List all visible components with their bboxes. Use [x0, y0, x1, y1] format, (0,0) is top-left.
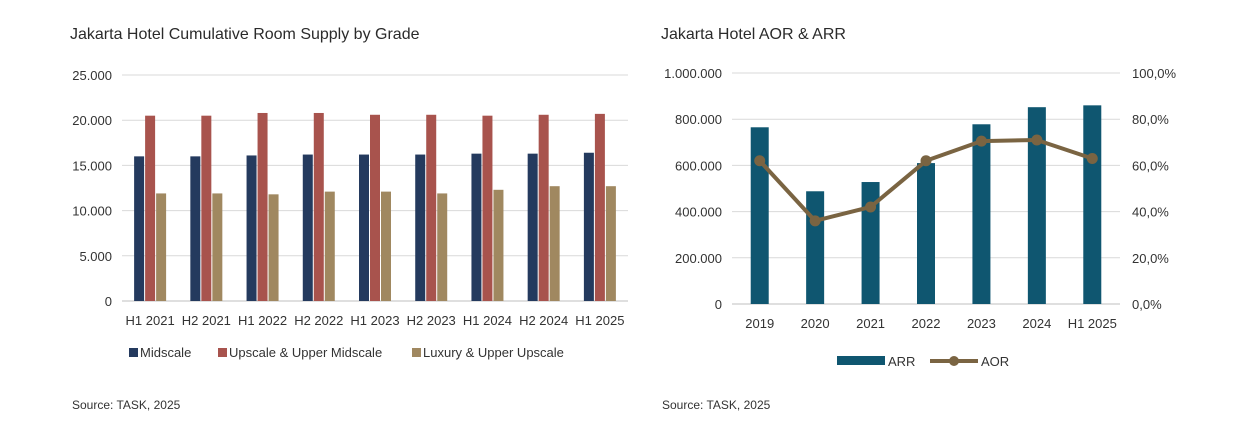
y-tick-label: 25.000	[72, 68, 112, 83]
y2-tick-label: 100,0%	[1132, 66, 1177, 81]
bar-upscale-upper-midscale	[145, 115, 156, 302]
legend-label: ARR	[888, 354, 915, 369]
y-tick-label: 400.000	[675, 205, 722, 220]
y-tick-label: 800.000	[675, 112, 722, 127]
aor-arr-chart-svg: 0 200.000 400.000 600.000 800.000 1.000.000 0,…	[664, 66, 1177, 369]
bar-upscale-upper-midscale	[313, 112, 324, 301]
y2-tick-label: 60,0%	[1132, 158, 1169, 173]
bar-luxury-upper-upscale	[268, 194, 279, 301]
y2-tick-label: 40,0%	[1132, 205, 1169, 220]
bar-upscale-upper-midscale	[257, 112, 268, 301]
legend-swatch-arr	[837, 356, 885, 365]
bar-upscale-upper-midscale	[594, 113, 605, 301]
x-tick-label: H1 2023	[350, 313, 399, 328]
bar-luxury-upper-upscale	[549, 186, 560, 301]
y2-tick-label: 20,0%	[1132, 251, 1169, 266]
bar-luxury-upper-upscale	[324, 191, 335, 301]
bar-luxury-upper-upscale	[493, 189, 504, 301]
y-tick-label: 10.000	[72, 204, 112, 219]
y-tick-label: 5.000	[79, 249, 112, 264]
point-aor	[865, 201, 877, 213]
bar-arr	[750, 127, 769, 304]
x-tick-label: H1 2022	[238, 313, 287, 328]
bar-upscale-upper-midscale	[370, 114, 380, 301]
bar-arr	[1083, 105, 1102, 304]
point-aor	[1031, 134, 1043, 146]
x-tick-label: H1 2025	[575, 313, 624, 328]
supply-chart-title: Jakarta Hotel Cumulative Room Supply by …	[70, 26, 420, 43]
x-tick-label: 2024	[1022, 316, 1051, 331]
bar-arr	[917, 163, 935, 304]
aor-arr-chart-title: Jakarta Hotel AOR & ARR	[661, 26, 846, 43]
bar-upscale-upper-midscale	[201, 115, 212, 302]
y-tick-label: 600.000	[675, 158, 722, 173]
x-tick-label: H1 2024	[463, 313, 512, 328]
bar-midscale	[359, 154, 369, 301]
x-tick-label: H2 2022	[294, 313, 343, 328]
x-tick-label: H1 2021	[126, 313, 175, 328]
bar-arr	[972, 124, 991, 304]
y-tick-label: 200.000	[675, 251, 722, 266]
bar-midscale	[190, 156, 201, 301]
aor-arr-chart-panel: Jakarta Hotel AOR & ARR 0 200.000 400.000 6…	[640, 0, 1237, 428]
x-tick-label: H1 2025	[1068, 316, 1117, 331]
supply-chart-source: Source: TASK, 2025	[72, 398, 181, 412]
bar-upscale-upper-midscale	[538, 114, 549, 301]
supply-chart-panel: Jakarta Hotel Cumulative Room Supply by …	[70, 26, 628, 412]
y-tick-label: 0	[105, 294, 112, 309]
bar-upscale-upper-midscale	[482, 115, 493, 302]
legend-marker-aor	[949, 356, 959, 366]
bar-luxury-upper-upscale	[156, 193, 167, 301]
point-aor	[975, 135, 987, 147]
bar-midscale	[302, 154, 313, 301]
y2-tick-label: 80,0%	[1132, 112, 1169, 127]
y-tick-label: 1.000.000	[664, 66, 722, 81]
legend-label: Midscale	[140, 345, 191, 360]
bar-midscale	[471, 153, 482, 301]
x-tick-label: H2 2021	[182, 313, 231, 328]
y-tick-label: 20.000	[72, 113, 112, 128]
point-aor	[754, 155, 766, 167]
y-tick-label: 15.000	[72, 158, 112, 173]
legend-swatch	[129, 348, 138, 357]
y2-tick-label: 0,0%	[1132, 297, 1162, 312]
bar-upscale-upper-midscale	[426, 114, 437, 301]
legend-swatch	[412, 348, 421, 357]
legend-label: Upscale & Upper Midscale	[229, 345, 382, 360]
x-tick-label: H2 2023	[407, 313, 456, 328]
point-aor	[920, 155, 932, 167]
legend-swatch	[218, 348, 227, 357]
x-tick-label: 2022	[912, 316, 941, 331]
bar-arr	[806, 191, 825, 304]
bar-midscale	[527, 153, 538, 301]
bar-midscale	[415, 154, 426, 301]
point-aor	[809, 215, 821, 227]
x-tick-label: 2021	[856, 316, 885, 331]
bar-midscale	[583, 152, 594, 301]
x-tick-label: H2 2024	[519, 313, 568, 328]
y-tick-label: 0	[715, 297, 722, 312]
bar-luxury-upper-upscale	[605, 186, 616, 301]
supply-chart-svg: 0 5.000 10.000 15.000 20.000 25.000 H1 2021 H2 …	[72, 68, 628, 360]
x-tick-label: 2020	[801, 316, 830, 331]
bar-luxury-upper-upscale	[437, 193, 448, 301]
aor-arr-chart-source: Source: TASK, 2025	[662, 398, 771, 412]
legend-label: AOR	[981, 354, 1009, 369]
bar-midscale	[134, 156, 145, 301]
bar-arr	[1027, 107, 1046, 304]
bar-luxury-upper-upscale	[212, 193, 223, 301]
point-aor	[1086, 152, 1098, 164]
bar-midscale	[246, 155, 257, 301]
bar-luxury-upper-upscale	[381, 191, 391, 301]
bar-arr	[861, 182, 880, 304]
legend-label: Luxury & Upper Upscale	[423, 345, 564, 360]
x-tick-label: 2019	[745, 316, 774, 331]
x-tick-label: 2023	[967, 316, 996, 331]
